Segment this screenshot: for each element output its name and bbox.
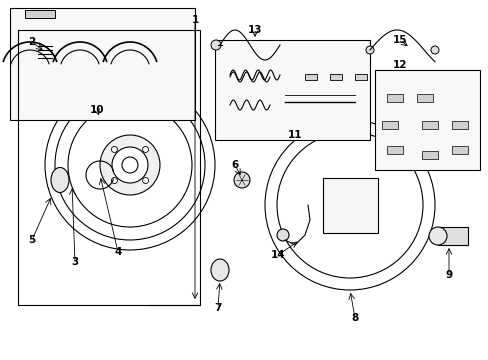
Text: 2: 2 <box>28 37 36 47</box>
Circle shape <box>100 135 160 195</box>
Bar <box>329 74 341 80</box>
Circle shape <box>142 147 148 152</box>
Ellipse shape <box>210 259 228 281</box>
Text: 11: 11 <box>287 130 302 140</box>
Bar <box>386 146 402 154</box>
Text: 8: 8 <box>351 313 358 323</box>
Text: 6: 6 <box>231 160 238 170</box>
Circle shape <box>112 147 148 183</box>
Circle shape <box>430 46 438 54</box>
Circle shape <box>276 229 288 241</box>
Text: 15: 15 <box>392 35 407 45</box>
Circle shape <box>365 46 373 54</box>
Text: 12: 12 <box>392 60 407 70</box>
Bar <box>215 40 369 140</box>
Bar <box>25 10 55 18</box>
Bar <box>437 227 467 245</box>
Bar <box>416 94 432 102</box>
Ellipse shape <box>234 172 249 188</box>
Text: 9: 9 <box>445 270 451 280</box>
Bar <box>421 151 437 159</box>
Bar <box>322 177 377 233</box>
Bar <box>10 8 195 120</box>
Text: 4: 4 <box>114 247 122 257</box>
Bar <box>305 74 316 80</box>
Circle shape <box>428 227 446 245</box>
Bar <box>451 121 467 129</box>
Text: 1: 1 <box>191 15 198 25</box>
Bar <box>421 121 437 129</box>
Bar <box>386 94 402 102</box>
Bar <box>451 146 467 154</box>
Ellipse shape <box>51 167 69 193</box>
Text: 5: 5 <box>28 235 36 245</box>
Bar <box>354 74 366 80</box>
Circle shape <box>111 147 117 152</box>
Circle shape <box>142 177 148 184</box>
Text: 14: 14 <box>270 250 285 260</box>
Text: 3: 3 <box>71 257 79 267</box>
Circle shape <box>111 177 117 184</box>
Bar <box>381 121 397 129</box>
Text: 13: 13 <box>247 25 262 35</box>
Circle shape <box>122 157 138 173</box>
Circle shape <box>210 40 221 50</box>
Text: 7: 7 <box>214 303 221 313</box>
Text: 10: 10 <box>90 105 104 115</box>
Bar <box>374 70 479 170</box>
